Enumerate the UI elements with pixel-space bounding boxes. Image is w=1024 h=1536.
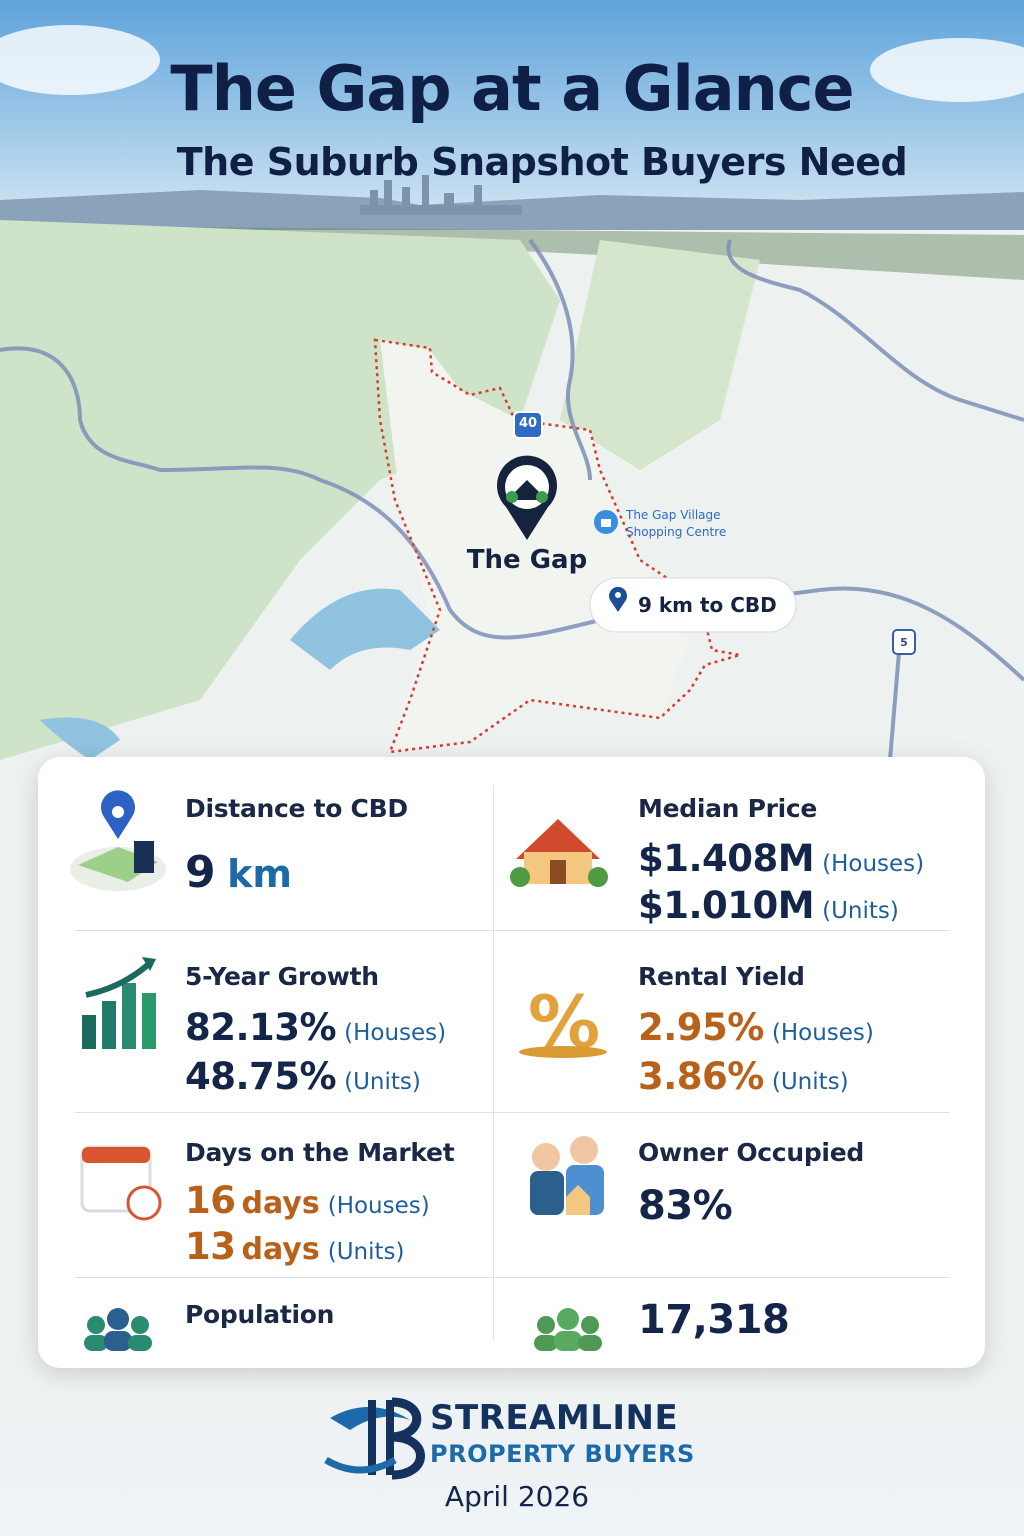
stat-value: 13 bbox=[185, 1225, 236, 1268]
stat-line: $1.408M (Houses) bbox=[638, 837, 924, 880]
stat-unit: km bbox=[227, 852, 292, 896]
stat-line: 3.86% (Units) bbox=[638, 1055, 849, 1098]
stat-unit: days bbox=[241, 1186, 320, 1221]
stat-note: (Houses) bbox=[344, 1020, 447, 1046]
subtitle: The Suburb Snapshot Buyers Need bbox=[176, 140, 908, 184]
stat-note: (Units) bbox=[344, 1069, 421, 1095]
date: April 2026 bbox=[444, 1480, 590, 1513]
stat-value: 2.95% bbox=[638, 1006, 764, 1049]
stat-value: 82.13% bbox=[185, 1006, 337, 1049]
distance-badge: 9 km to CBD bbox=[638, 593, 777, 617]
road-sign: 5 bbox=[900, 636, 908, 649]
stat-line: 9 km bbox=[185, 847, 292, 898]
stat-value: 83% bbox=[638, 1183, 733, 1229]
stat-value: $1.408M bbox=[638, 837, 815, 880]
stat-label: Owner Occupied bbox=[638, 1138, 864, 1167]
stat-line: 82.13% (Houses) bbox=[185, 1006, 446, 1049]
stat-label: Population bbox=[185, 1300, 335, 1329]
stat-line: 2.95% (Houses) bbox=[638, 1006, 874, 1049]
stat-note: (Houses) bbox=[327, 1193, 430, 1219]
stat-value: 16 bbox=[185, 1179, 236, 1222]
stat-unit: days bbox=[241, 1232, 320, 1267]
stat-note: (Houses) bbox=[771, 1020, 874, 1046]
divider bbox=[75, 1277, 950, 1278]
stat-label: Distance to CBD bbox=[185, 794, 408, 823]
poi-label: The Gap Village Shopping Centre bbox=[626, 507, 726, 541]
stat-value: 9 bbox=[185, 847, 216, 898]
divider bbox=[493, 785, 494, 1341]
stat-note: (Houses) bbox=[822, 851, 925, 877]
stats-card: % Distance to CBD 9 km Median Price $1.40… bbox=[38, 757, 985, 1368]
stat-line: 48.75% (Units) bbox=[185, 1055, 421, 1098]
stat-line: 16 days (Houses) bbox=[185, 1179, 430, 1222]
stat-label: 5-Year Growth bbox=[185, 962, 379, 991]
stat-line: $1.010M (Units) bbox=[638, 884, 899, 927]
stat-label: Rental Yield bbox=[638, 962, 805, 991]
poi-line: Shopping Centre bbox=[626, 525, 727, 539]
stat-line: 13 days (Units) bbox=[185, 1225, 404, 1268]
stat-value: 17,318 bbox=[638, 1297, 790, 1343]
stat-value: 48.75% bbox=[185, 1055, 337, 1098]
poi-line: The Gap Village bbox=[626, 508, 721, 522]
divider bbox=[75, 930, 950, 931]
stat-label: Days on the Market bbox=[185, 1138, 455, 1167]
suburb-pin bbox=[497, 455, 557, 540]
brand-tagline: PROPERTY BUYERS bbox=[430, 1440, 695, 1468]
stat-note: (Units) bbox=[822, 898, 899, 924]
suburb-label: The Gap bbox=[466, 545, 588, 575]
stat-value: $1.010M bbox=[638, 884, 815, 927]
road-sign: 40 bbox=[518, 416, 538, 431]
stat-note: (Units) bbox=[327, 1239, 405, 1265]
divider bbox=[75, 1112, 950, 1113]
stat-note: (Units) bbox=[771, 1069, 849, 1095]
stat-label: Median Price bbox=[638, 794, 818, 823]
stat-value: 3.86% bbox=[638, 1055, 764, 1098]
title: The Gap at a Glance bbox=[170, 52, 854, 125]
brand-name: STREAMLINE bbox=[430, 1398, 679, 1438]
stat-icons: % bbox=[70, 790, 608, 1351]
logo-mark bbox=[324, 1397, 425, 1480]
